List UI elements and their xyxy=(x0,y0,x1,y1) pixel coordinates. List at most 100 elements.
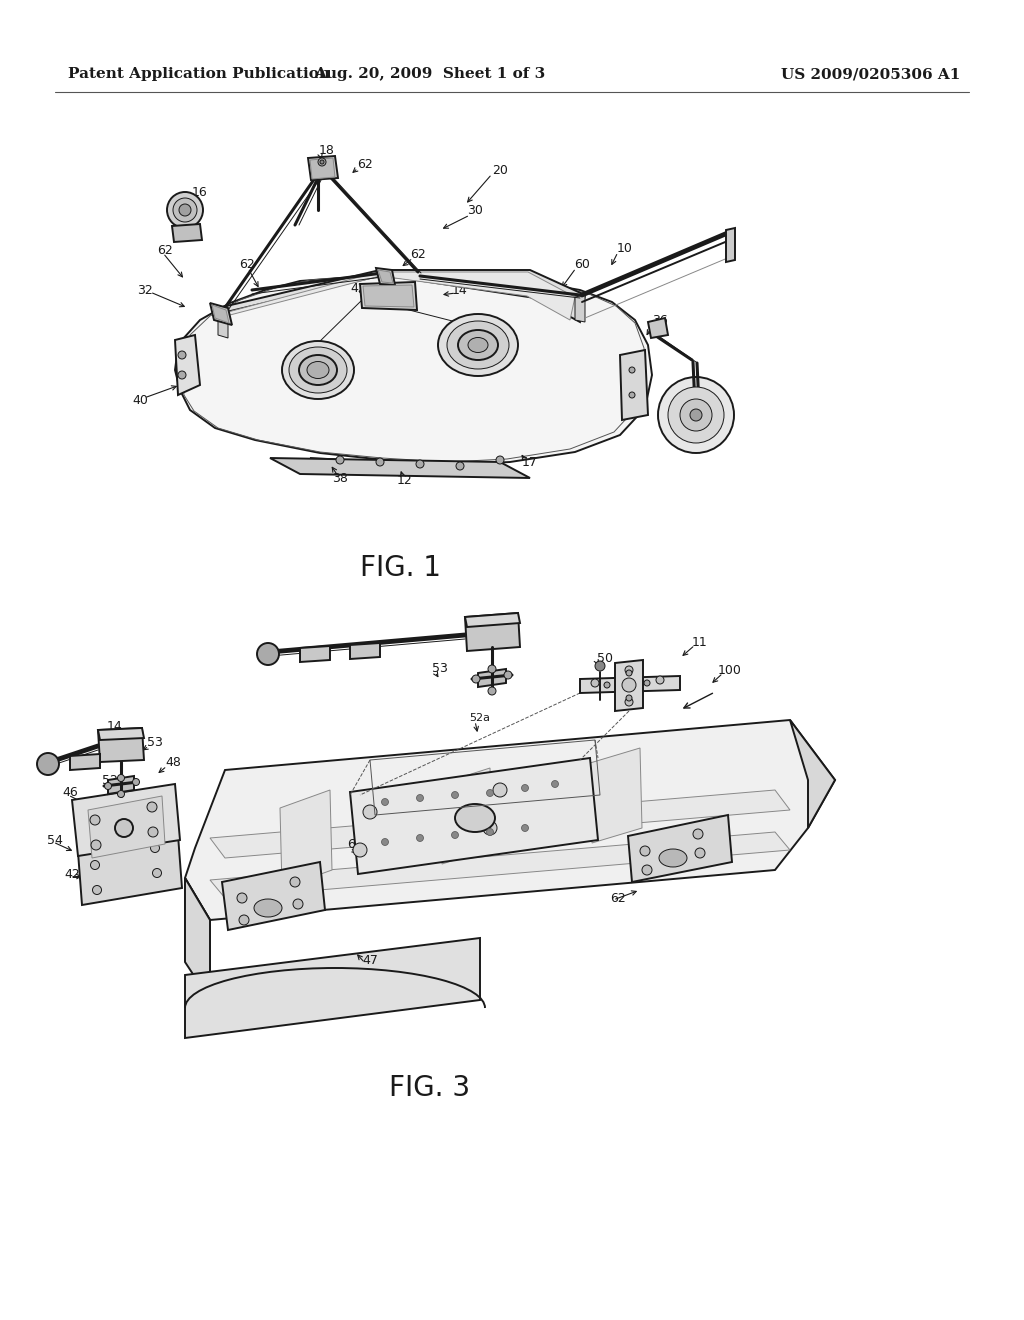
Circle shape xyxy=(118,775,125,781)
Polygon shape xyxy=(615,660,643,711)
Polygon shape xyxy=(300,645,330,663)
Polygon shape xyxy=(88,796,165,858)
Circle shape xyxy=(625,667,633,675)
Polygon shape xyxy=(378,271,393,282)
Text: 14: 14 xyxy=(108,719,123,733)
Text: Aug. 20, 2009  Sheet 1 of 3: Aug. 20, 2009 Sheet 1 of 3 xyxy=(314,67,546,81)
Circle shape xyxy=(353,843,367,857)
Polygon shape xyxy=(222,862,325,931)
Ellipse shape xyxy=(455,804,495,832)
Circle shape xyxy=(668,387,724,444)
Circle shape xyxy=(290,876,300,887)
Text: 62: 62 xyxy=(411,248,426,261)
Circle shape xyxy=(642,865,652,875)
Circle shape xyxy=(417,834,424,842)
Circle shape xyxy=(504,671,512,678)
Circle shape xyxy=(115,818,133,837)
Ellipse shape xyxy=(438,314,518,376)
Ellipse shape xyxy=(447,321,509,370)
Text: 60: 60 xyxy=(574,259,590,272)
Polygon shape xyxy=(376,268,395,285)
Circle shape xyxy=(239,915,249,925)
Polygon shape xyxy=(108,776,134,795)
Text: 42: 42 xyxy=(65,867,80,880)
Text: 30: 30 xyxy=(467,203,483,216)
Circle shape xyxy=(496,455,504,465)
Text: 36: 36 xyxy=(652,314,668,326)
Polygon shape xyxy=(70,754,100,770)
Circle shape xyxy=(488,686,496,696)
Circle shape xyxy=(336,455,344,465)
Circle shape xyxy=(452,832,459,838)
Circle shape xyxy=(293,899,303,909)
Circle shape xyxy=(153,869,162,878)
Polygon shape xyxy=(308,156,338,180)
Circle shape xyxy=(417,795,424,801)
Polygon shape xyxy=(465,612,520,627)
Polygon shape xyxy=(280,789,332,888)
Text: 52a: 52a xyxy=(97,818,119,829)
Polygon shape xyxy=(628,814,732,882)
Text: 50: 50 xyxy=(597,652,613,664)
Text: 44: 44 xyxy=(97,851,113,865)
Ellipse shape xyxy=(659,849,687,867)
Polygon shape xyxy=(350,758,598,874)
Text: 11: 11 xyxy=(692,635,708,648)
Ellipse shape xyxy=(299,355,337,385)
Text: 48: 48 xyxy=(165,755,181,768)
Circle shape xyxy=(656,676,664,684)
Text: 496: 496 xyxy=(614,675,636,685)
Ellipse shape xyxy=(254,899,282,917)
Circle shape xyxy=(552,780,558,788)
Circle shape xyxy=(118,791,125,797)
Text: 62: 62 xyxy=(240,259,255,272)
Circle shape xyxy=(257,643,279,665)
Polygon shape xyxy=(98,729,144,741)
Circle shape xyxy=(493,783,507,797)
Circle shape xyxy=(237,894,247,903)
Circle shape xyxy=(521,784,528,792)
Text: 61: 61 xyxy=(347,838,362,851)
Text: 20: 20 xyxy=(493,164,508,177)
Circle shape xyxy=(486,829,494,836)
Polygon shape xyxy=(360,282,417,310)
Circle shape xyxy=(591,678,599,686)
Text: 49a: 49a xyxy=(509,814,530,825)
Polygon shape xyxy=(440,768,492,865)
Ellipse shape xyxy=(282,341,354,399)
Polygon shape xyxy=(210,304,232,325)
Text: 62: 62 xyxy=(710,829,726,842)
Circle shape xyxy=(680,399,712,432)
Text: 42: 42 xyxy=(350,281,366,294)
Circle shape xyxy=(452,792,459,799)
Circle shape xyxy=(167,191,203,228)
Circle shape xyxy=(382,838,388,846)
Polygon shape xyxy=(210,789,790,858)
Circle shape xyxy=(90,861,99,870)
Polygon shape xyxy=(648,318,668,338)
Polygon shape xyxy=(185,878,210,1001)
Circle shape xyxy=(626,696,632,701)
Text: FIG. 1: FIG. 1 xyxy=(359,554,440,582)
Circle shape xyxy=(318,158,326,166)
Circle shape xyxy=(148,828,158,837)
Text: 16: 16 xyxy=(193,186,208,198)
Circle shape xyxy=(595,661,605,671)
Circle shape xyxy=(472,675,480,682)
Polygon shape xyxy=(590,748,642,843)
Circle shape xyxy=(178,371,186,379)
Circle shape xyxy=(173,198,197,222)
Polygon shape xyxy=(185,719,835,920)
Ellipse shape xyxy=(289,347,347,393)
Text: 62: 62 xyxy=(157,243,173,256)
Polygon shape xyxy=(218,271,585,322)
Polygon shape xyxy=(72,784,180,855)
Circle shape xyxy=(104,783,112,789)
Circle shape xyxy=(626,671,632,676)
Polygon shape xyxy=(310,158,335,180)
Circle shape xyxy=(456,462,464,470)
Text: 14: 14 xyxy=(453,284,468,297)
Text: 53: 53 xyxy=(432,661,447,675)
Circle shape xyxy=(376,458,384,466)
Circle shape xyxy=(91,840,101,850)
